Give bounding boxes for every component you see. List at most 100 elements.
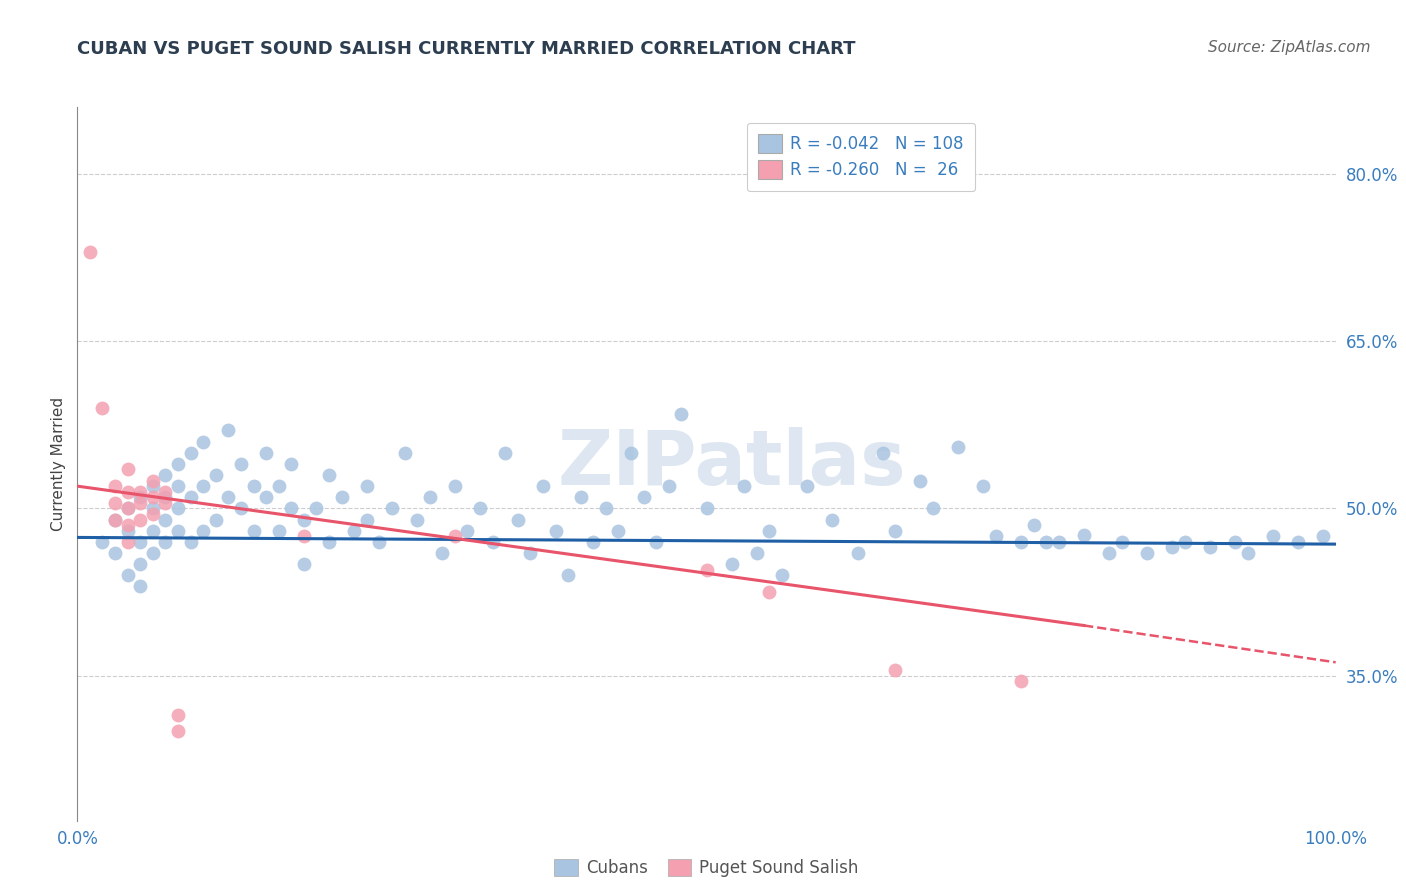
Point [872, 446, 894, 460]
Point [444, 529, 467, 543]
Point [142, 507, 165, 521]
Point [267, 479, 290, 493]
Point [180, 535, 202, 549]
Point [167, 501, 190, 516]
Point [104, 496, 127, 510]
Point [671, 407, 693, 421]
Point [456, 524, 478, 538]
Point [155, 484, 177, 499]
Point [1236, 546, 1258, 560]
Point [1223, 535, 1246, 549]
Point [948, 440, 970, 454]
Point [733, 479, 755, 493]
Text: CUBAN VS PUGET SOUND SALISH CURRENTLY MARRIED CORRELATION CHART: CUBAN VS PUGET SOUND SALISH CURRENTLY MA… [77, 40, 856, 58]
Point [318, 467, 340, 482]
Point [910, 474, 932, 488]
Point [242, 524, 264, 538]
Point [117, 484, 139, 499]
Point [318, 535, 340, 549]
Point [117, 462, 139, 476]
Point [1261, 529, 1284, 543]
Point [129, 580, 152, 594]
Point [305, 501, 328, 516]
Point [633, 491, 655, 505]
Point [770, 568, 793, 582]
Point [444, 479, 467, 493]
Point [180, 491, 202, 505]
Point [242, 479, 264, 493]
Point [1010, 674, 1032, 689]
Point [104, 512, 127, 526]
Point [381, 501, 404, 516]
Point [620, 446, 643, 460]
Legend: Cubans, Puget Sound Salish: Cubans, Puget Sound Salish [547, 852, 866, 884]
Point [91, 535, 114, 549]
Point [129, 484, 152, 499]
Point [758, 585, 780, 599]
Point [1174, 535, 1197, 549]
Point [191, 434, 215, 449]
Point [229, 457, 252, 471]
Point [142, 491, 165, 505]
Point [1312, 529, 1334, 543]
Point [745, 546, 768, 560]
Point [846, 546, 869, 560]
Text: Source: ZipAtlas.com: Source: ZipAtlas.com [1208, 40, 1371, 55]
Point [229, 501, 252, 516]
Point [1198, 541, 1220, 555]
Point [117, 524, 139, 538]
Point [356, 479, 378, 493]
Point [758, 524, 780, 538]
Point [368, 535, 391, 549]
Point [254, 491, 277, 505]
Point [142, 546, 165, 560]
Point [129, 535, 152, 549]
Point [1010, 535, 1032, 549]
Point [155, 512, 177, 526]
Point [292, 557, 315, 572]
Point [432, 546, 454, 560]
Point [394, 446, 416, 460]
Point [696, 501, 718, 516]
Point [481, 535, 503, 549]
Point [254, 446, 277, 460]
Point [1073, 528, 1095, 542]
Point [1286, 535, 1309, 549]
Point [217, 424, 239, 438]
Point [1022, 518, 1045, 533]
Point [972, 479, 994, 493]
Point [292, 512, 315, 526]
Point [204, 512, 226, 526]
Point [129, 496, 152, 510]
Point [720, 557, 742, 572]
Point [155, 491, 177, 505]
Point [1047, 535, 1070, 549]
Point [117, 501, 139, 516]
Point [167, 479, 190, 493]
Point [292, 529, 315, 543]
Point [884, 663, 907, 677]
Point [117, 501, 139, 516]
Point [280, 501, 302, 516]
Point [645, 535, 668, 549]
Point [468, 501, 491, 516]
Point [569, 491, 592, 505]
Point [142, 479, 165, 493]
Point [280, 457, 302, 471]
Point [155, 467, 177, 482]
Point [167, 724, 190, 739]
Point [117, 518, 139, 533]
Point [696, 563, 718, 577]
Point [91, 401, 114, 416]
Point [1136, 546, 1159, 560]
Point [519, 546, 541, 560]
Point [984, 529, 1007, 543]
Point [330, 491, 353, 505]
Point [557, 568, 579, 582]
Point [167, 707, 190, 722]
Point [167, 457, 190, 471]
Point [267, 524, 290, 538]
Point [191, 479, 215, 493]
Point [167, 524, 190, 538]
Point [494, 446, 516, 460]
